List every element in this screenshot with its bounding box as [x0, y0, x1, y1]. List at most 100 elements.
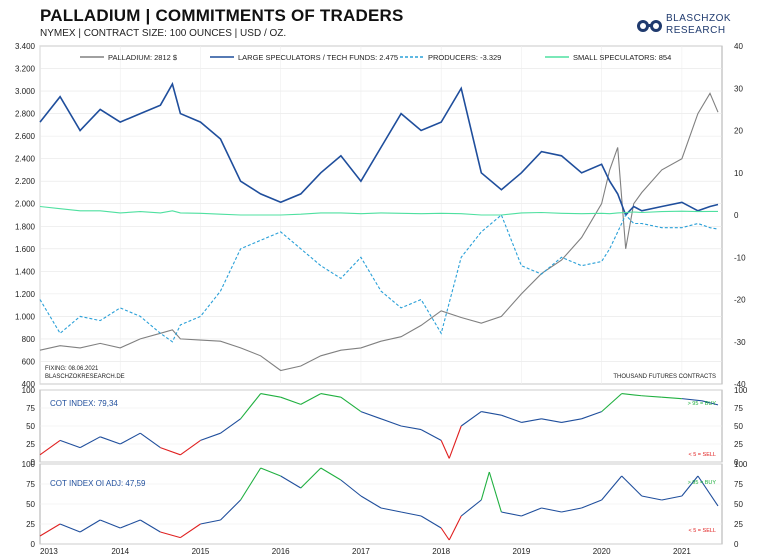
cot-oi-title: COT INDEX OI ADJ: 47,59	[50, 479, 146, 488]
legend-label-price: PALLADIUM: 2812 $	[108, 53, 178, 62]
sub-right-tick-label: 75	[734, 480, 743, 489]
x-tick-label: 2016	[272, 547, 290, 556]
sub-left-tick-label: 0	[31, 540, 36, 549]
main-plot-frame	[39, 45, 723, 385]
sub-left-tick-label: 0	[31, 458, 36, 467]
series-line-producers	[39, 214, 719, 343]
cot-segment	[59, 439, 81, 449]
legend-label-producers: PRODUCERS: -3.329	[428, 53, 501, 62]
cot-oi-sell-label: < 5 = SELL	[688, 528, 716, 534]
x-tick-label: 2017	[352, 547, 370, 556]
cot-segment	[448, 425, 462, 459]
cot-index-title: COT INDEX: 79,34	[50, 399, 118, 408]
cot-segment	[200, 519, 221, 525]
left-tick-label: 1.000	[15, 312, 36, 321]
logo: BLASCHZOK RESEARCH	[636, 10, 746, 40]
cot-segment	[400, 511, 422, 517]
x-tick-label: 2013	[40, 547, 58, 556]
legend-label-large-spec: LARGE SPECULATORS / TECH FUNDS: 2.475	[238, 53, 398, 62]
left-tick-label: 2.600	[15, 132, 36, 141]
x-tick-label: 2014	[111, 547, 129, 556]
sub-right-tick-label: 50	[734, 500, 743, 509]
left-tick-label: 1.600	[15, 245, 36, 254]
cot-segment	[280, 475, 302, 489]
cot-segment	[681, 398, 703, 402]
cot-segment	[180, 439, 201, 456]
cot-segment	[180, 523, 201, 539]
cot-segment	[581, 499, 602, 509]
x-tick-label: 2020	[593, 547, 611, 556]
cot-segment	[488, 471, 502, 513]
right-tick-label: -30	[734, 338, 746, 347]
page-title: PALLADIUM | COMMITMENTS OF TRADERS	[40, 6, 404, 25]
cot-segment	[440, 527, 450, 541]
series-line-price	[39, 92, 719, 372]
cot-segment	[521, 507, 542, 517]
cot-segment	[481, 411, 502, 416]
left-tick-label: 600	[22, 357, 36, 366]
cot-segment	[380, 507, 402, 513]
cot-oi-series	[39, 467, 719, 541]
cot-segment	[641, 395, 662, 398]
cot-segment	[621, 393, 642, 397]
cot-segment	[59, 523, 81, 533]
page-subtitle: NYMEX | CONTRACT SIZE: 100 OUNCES | USD …	[40, 28, 287, 39]
cot-segment	[140, 519, 161, 533]
cot-index-series	[39, 393, 719, 459]
cot-segment	[39, 523, 61, 537]
main-series	[39, 81, 719, 372]
sub-left-tick-label: 75	[26, 480, 35, 489]
x-tick-label: 2015	[192, 547, 210, 556]
sub-left-tick-label: 50	[26, 500, 35, 509]
x-axis: 2013 2014 2015 2016 2017 2018 2019 2020 2021	[40, 547, 691, 556]
cot-segment	[541, 418, 562, 423]
fixing-note: FIXING: 08.06.2021	[45, 366, 99, 372]
sub-left-tick-label: 100	[22, 460, 36, 469]
cot-segment	[360, 495, 382, 509]
x-tick-label: 2019	[513, 547, 531, 556]
cot-segment	[440, 440, 450, 459]
cot-segment	[260, 393, 281, 398]
sub-left-tick-label: 25	[26, 440, 35, 449]
cot-segment	[561, 418, 582, 423]
left-tick-label: 2.400	[15, 155, 36, 164]
cot-segment	[139, 432, 161, 449]
sub-right-tick-label: 0	[734, 458, 739, 467]
left-tick-label: 3.000	[15, 87, 36, 96]
cot-segment	[280, 396, 301, 405]
cot-segment	[99, 436, 121, 445]
sub-left-tick-label: 50	[26, 422, 35, 431]
main-right-axis: -40 -30 -20 -10 0 10 20 30 40	[734, 42, 746, 389]
cot-segment	[521, 418, 542, 423]
cot-segment	[340, 479, 362, 497]
right-tick-label: 20	[734, 127, 743, 136]
cot-segment	[320, 467, 342, 481]
cot-segment	[300, 467, 322, 489]
cot-segment	[240, 393, 262, 420]
legend-label-small-spec: SMALL SPECULATORS: 854	[573, 53, 671, 62]
sub-right-tick-label: 25	[734, 520, 743, 529]
left-tick-label: 3.200	[15, 65, 36, 74]
sub-left-tick-label: 25	[26, 520, 35, 529]
series-line-small-spec	[39, 205, 718, 216]
cot-segment	[697, 475, 719, 507]
left-tick-label: 3.400	[15, 42, 36, 51]
sub-right-tick-label: 100	[734, 386, 748, 395]
right-axis-unit: THOUSAND FUTURES CONTRACTS	[613, 374, 716, 380]
main-grid	[39, 45, 722, 385]
cot-segment	[480, 471, 490, 501]
logo-line2: RESEARCH	[666, 25, 726, 36]
cot-oi-grid: 0 0 25 25 50 50 75 75 100 100	[22, 460, 748, 549]
cot-segment	[601, 393, 623, 413]
cot-segment	[39, 439, 61, 456]
cot-segment	[641, 495, 662, 501]
cot-segment	[99, 519, 121, 529]
cot-segment	[661, 396, 682, 400]
cot-segment	[400, 425, 422, 431]
cot-segment	[661, 495, 682, 501]
sub-right-tick-label: 100	[734, 460, 748, 469]
cot-segment	[581, 411, 602, 420]
cot-segment	[79, 436, 101, 449]
sub-left-tick-label: 100	[22, 386, 36, 395]
